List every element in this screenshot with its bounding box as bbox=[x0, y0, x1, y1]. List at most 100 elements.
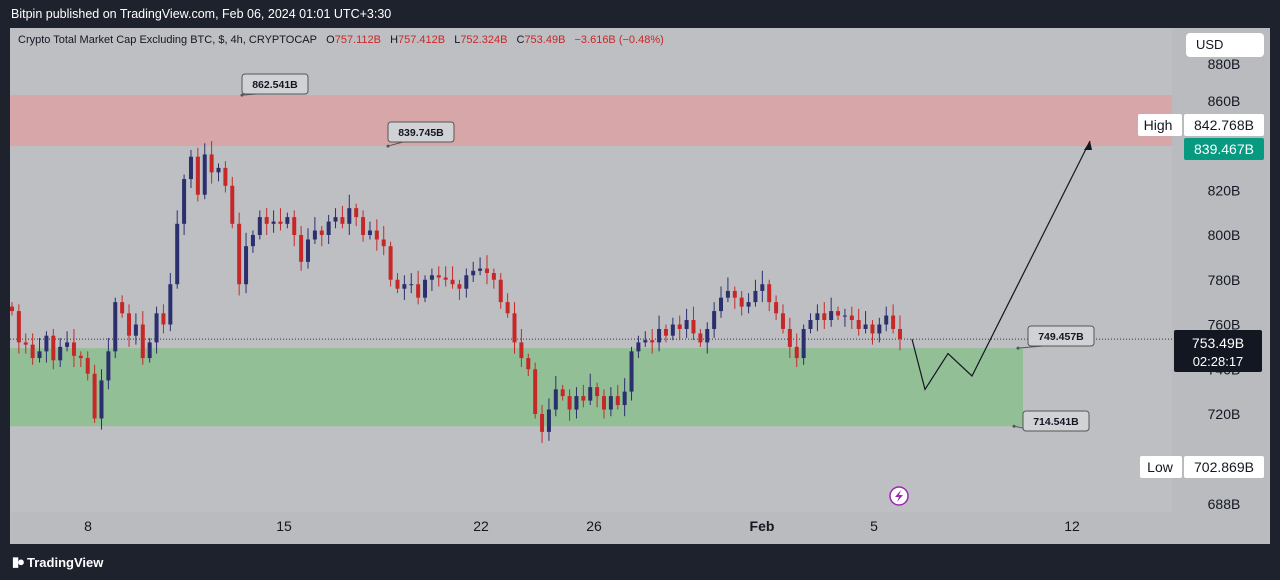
candle bbox=[622, 378, 627, 417]
price-tick: 860B bbox=[1208, 93, 1241, 109]
annotations-group: 862.541B 839.745B 749.457B 714.541B bbox=[240, 73, 1095, 432]
candle bbox=[347, 194, 352, 235]
footer-brand: TradingView bbox=[27, 554, 104, 570]
candle bbox=[374, 219, 379, 251]
low-label: Low bbox=[1147, 459, 1174, 475]
candle bbox=[23, 333, 28, 354]
price-tick: 688B bbox=[1208, 496, 1241, 512]
candle bbox=[182, 174, 187, 235]
candle bbox=[65, 331, 70, 352]
footer: ▮● TradingView bbox=[0, 544, 1280, 580]
candle bbox=[161, 304, 166, 334]
price-callout: 714.541B bbox=[1012, 410, 1090, 432]
price-axis[interactable]: 880B860B820B800B780B760B740B720B688B bbox=[1208, 56, 1241, 512]
time-axis[interactable]: 8 15 22 26 Feb 5 12 bbox=[84, 518, 1080, 534]
candle bbox=[464, 268, 469, 298]
candle bbox=[106, 337, 111, 390]
price-tick: 760B bbox=[1208, 317, 1241, 333]
high-value: 842.768B bbox=[1194, 117, 1254, 133]
svg-text:839.467B: 839.467B bbox=[1194, 141, 1254, 157]
candle bbox=[705, 322, 710, 354]
candle bbox=[739, 290, 744, 316]
candle bbox=[808, 313, 813, 334]
candle bbox=[684, 308, 689, 338]
candle bbox=[381, 226, 386, 256]
candle bbox=[753, 279, 758, 307]
candle bbox=[567, 389, 572, 421]
time-tick: 15 bbox=[276, 518, 292, 534]
currency-button[interactable]: USD bbox=[1186, 33, 1264, 57]
candle bbox=[402, 275, 407, 300]
candle bbox=[264, 208, 269, 235]
candle bbox=[602, 389, 606, 419]
candle bbox=[120, 295, 125, 318]
candle bbox=[471, 261, 476, 282]
chart-svg[interactable]: 862.541B 839.745B 749.457B 714.541B 880B 860… bbox=[10, 28, 1270, 544]
countdown: 02:28:17 bbox=[1193, 354, 1244, 369]
candle bbox=[767, 279, 772, 312]
candle bbox=[299, 226, 304, 271]
candle bbox=[436, 266, 441, 287]
candle bbox=[670, 317, 675, 341]
candle bbox=[388, 241, 393, 287]
low-value: 702.869B bbox=[1194, 459, 1254, 475]
candle bbox=[898, 315, 902, 351]
close-label-hdr: C bbox=[516, 34, 525, 46]
candle bbox=[30, 333, 35, 365]
candle bbox=[85, 351, 90, 381]
open-label: O bbox=[326, 34, 335, 46]
candle bbox=[223, 161, 228, 193]
time-tick: 22 bbox=[473, 518, 489, 534]
candle bbox=[884, 306, 889, 332]
high-value-hdr: 757.412B bbox=[398, 34, 446, 46]
candle bbox=[423, 275, 428, 303]
candle bbox=[787, 317, 792, 359]
candle bbox=[498, 273, 503, 309]
candle bbox=[354, 203, 359, 227]
time-tick: 12 bbox=[1064, 518, 1080, 534]
candle bbox=[657, 315, 662, 352]
candle bbox=[725, 277, 730, 303]
candle bbox=[512, 302, 517, 354]
candle bbox=[450, 266, 455, 289]
price-callout: 749.457B bbox=[1016, 325, 1095, 350]
price-tick: 720B bbox=[1208, 406, 1241, 422]
low-label-hdr: L bbox=[454, 34, 461, 46]
candle bbox=[815, 304, 820, 332]
last-price-value: 753.49B bbox=[1192, 335, 1244, 351]
candle bbox=[271, 210, 276, 233]
candle bbox=[677, 315, 682, 341]
candle bbox=[292, 210, 297, 247]
candle bbox=[257, 210, 262, 240]
candle bbox=[560, 384, 565, 401]
candle bbox=[285, 212, 290, 229]
candle bbox=[340, 205, 345, 229]
candle bbox=[71, 328, 76, 368]
candle bbox=[829, 297, 834, 327]
candle bbox=[822, 302, 827, 329]
candle bbox=[588, 373, 593, 406]
candle bbox=[92, 364, 97, 423]
candle bbox=[113, 297, 118, 359]
candle bbox=[44, 331, 49, 363]
open-value: 757.112B bbox=[334, 34, 381, 46]
candle bbox=[891, 304, 896, 334]
callout-text: 749.457B bbox=[1038, 331, 1084, 343]
time-tick: 8 bbox=[84, 518, 92, 534]
candle bbox=[195, 147, 200, 202]
tradingview-logo[interactable]: ▮● TradingView bbox=[12, 554, 103, 570]
price-tick: 780B bbox=[1208, 272, 1241, 288]
candle bbox=[457, 279, 462, 300]
candle bbox=[484, 255, 489, 285]
candle bbox=[643, 331, 648, 347]
price-callout: 862.541B bbox=[240, 73, 309, 97]
candle bbox=[16, 304, 21, 354]
lightning-icon[interactable] bbox=[889, 486, 909, 506]
candle bbox=[540, 405, 545, 444]
candle bbox=[526, 353, 531, 376]
candle bbox=[650, 328, 655, 354]
resistance-zone bbox=[10, 95, 1172, 147]
candle bbox=[533, 362, 538, 419]
candle bbox=[663, 324, 668, 343]
candle bbox=[519, 328, 524, 368]
